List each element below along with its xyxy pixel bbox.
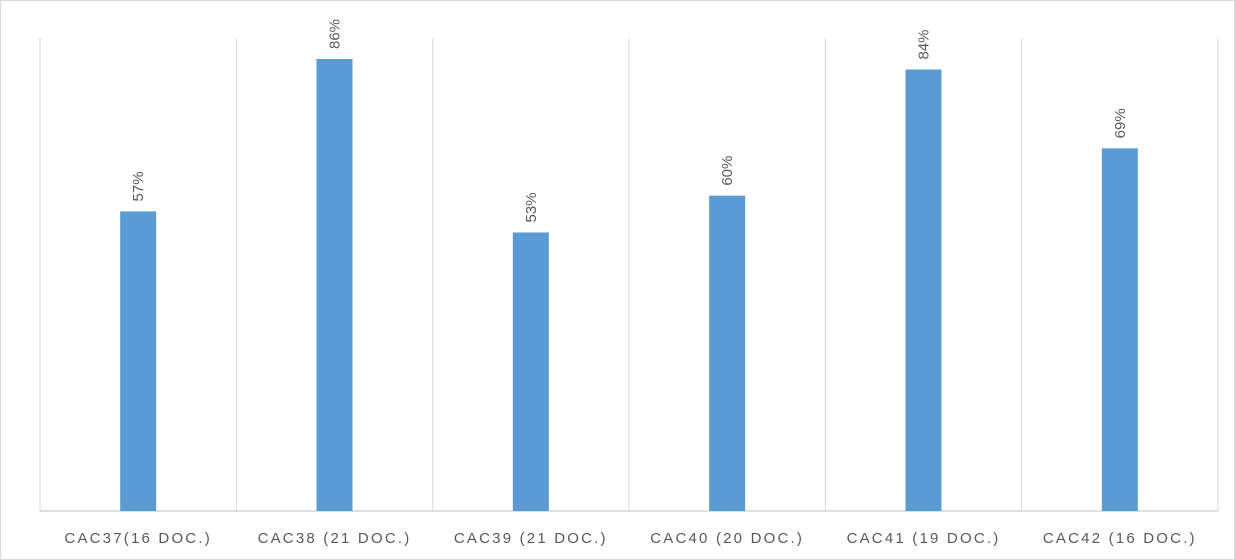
x-tick-label: CAC41 (19 DOC.) bbox=[847, 530, 1001, 547]
x-tick-label: CAC39 (21 DOC.) bbox=[454, 530, 608, 547]
data-label: 86% bbox=[327, 19, 344, 49]
data-label: 57% bbox=[130, 171, 147, 201]
data-label: 53% bbox=[523, 192, 540, 222]
bar bbox=[1101, 148, 1138, 511]
x-tick-label: CAC40 (20 DOC.) bbox=[650, 530, 804, 547]
x-tick-label: CAC37(16 DOC.) bbox=[64, 530, 212, 547]
bar bbox=[709, 195, 746, 511]
data-label: 60% bbox=[719, 156, 736, 186]
bar bbox=[905, 69, 942, 512]
data-label: 84% bbox=[916, 30, 933, 60]
bar bbox=[120, 211, 157, 511]
data-label: 69% bbox=[1112, 108, 1129, 138]
x-tick-label: CAC38 (21 DOC.) bbox=[258, 530, 412, 547]
x-tick-label: CAC42 (16 DOC.) bbox=[1043, 530, 1197, 547]
bar bbox=[512, 232, 549, 511]
bar bbox=[316, 59, 353, 512]
